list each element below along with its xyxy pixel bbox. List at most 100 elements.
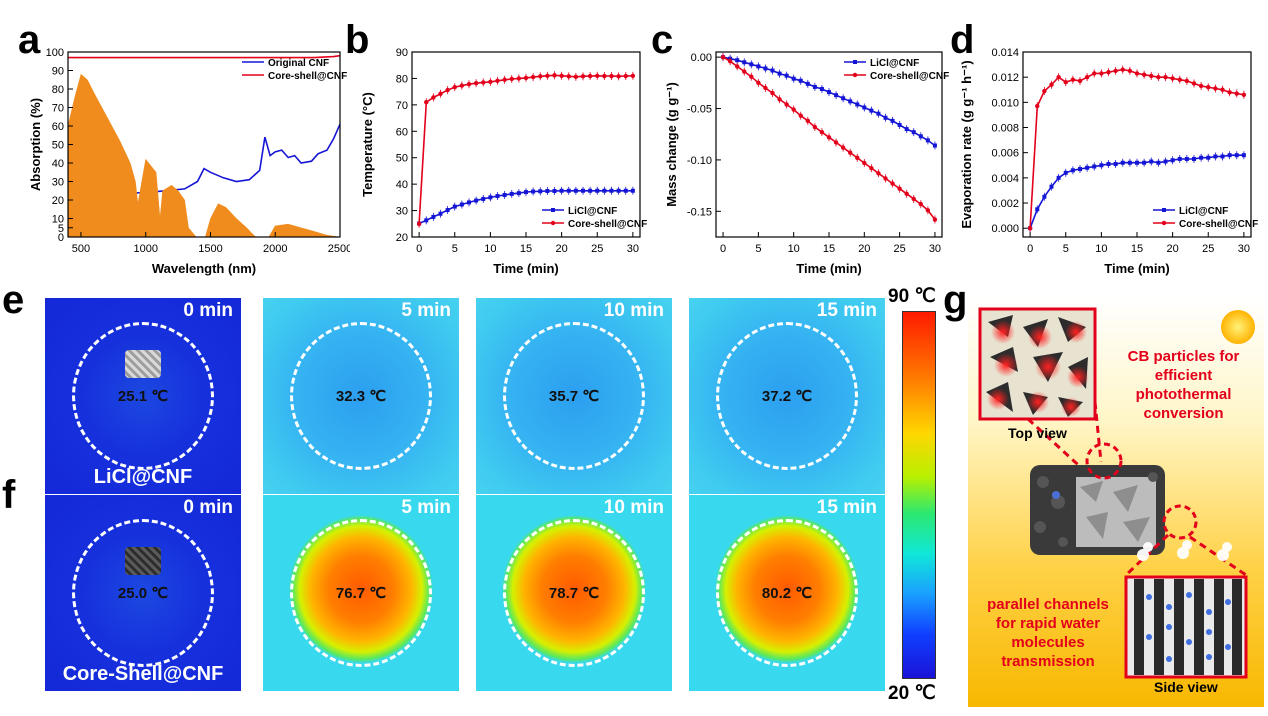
panel-letter-d: d bbox=[950, 18, 975, 62]
chart-d-ytick-label: 0.000 bbox=[991, 223, 1019, 235]
chart-b-point bbox=[459, 202, 464, 207]
time-label: 5 min bbox=[401, 300, 451, 321]
chart-d-ytick-label: 0.012 bbox=[991, 72, 1019, 84]
chart-c-point bbox=[742, 60, 747, 65]
chart-c-point bbox=[897, 186, 902, 191]
chart-a-ytick-label: 60 bbox=[52, 121, 64, 133]
chart-c-point bbox=[770, 90, 775, 96]
chart-b-point bbox=[502, 77, 507, 82]
chart-b-xtick-label: 25 bbox=[591, 243, 603, 255]
chart-c-ytick-label: -0.15 bbox=[687, 206, 712, 218]
chart-b-ylabel: Temperature (°C) bbox=[360, 92, 375, 197]
time-label: 10 min bbox=[603, 300, 664, 321]
measurement-circle bbox=[290, 322, 432, 470]
chart-d-xtick-label: 5 bbox=[1063, 243, 1069, 255]
chart-c-point bbox=[855, 155, 860, 161]
temperature-label: 32.3 ℃ bbox=[335, 388, 387, 405]
chart-b-point bbox=[438, 211, 443, 216]
chart-d-xlabel: Time (min) bbox=[1104, 261, 1170, 276]
chart-c-xtick-label: 10 bbox=[788, 243, 800, 255]
chart-d-xtick-label: 30 bbox=[1238, 243, 1250, 255]
chart-c-point bbox=[840, 145, 846, 150]
chart-d-point bbox=[1106, 162, 1111, 167]
time-label: 0 min bbox=[183, 300, 233, 321]
chart-b-point bbox=[587, 73, 593, 79]
chart-a-ytick-label: 70 bbox=[52, 103, 64, 115]
chart-b-point bbox=[538, 74, 543, 79]
chart-b-xtick-label: 5 bbox=[452, 243, 458, 255]
chart-d-point bbox=[1241, 92, 1247, 97]
chart-b-point bbox=[623, 188, 628, 193]
measurement-circle bbox=[716, 519, 858, 667]
chart-d-point bbox=[1084, 74, 1090, 80]
chart-b-point bbox=[516, 191, 521, 196]
chart-b-legend-marker bbox=[551, 208, 555, 212]
panel-letter-g: g bbox=[943, 278, 968, 322]
chart-d-point bbox=[1127, 68, 1133, 74]
chart-c-legend-marker bbox=[852, 72, 858, 78]
chart-d-point bbox=[1170, 158, 1175, 163]
chart-b-point bbox=[488, 79, 493, 85]
chart-d-point bbox=[1192, 156, 1196, 161]
chart-d-point bbox=[1149, 73, 1154, 79]
chart-b-point bbox=[595, 188, 600, 193]
chart-c-point bbox=[904, 127, 909, 132]
chart-b-point bbox=[559, 188, 564, 193]
measurement-circle bbox=[503, 519, 645, 667]
zoom-circle-top bbox=[1085, 442, 1123, 480]
chart-c-point bbox=[876, 111, 881, 116]
chart-b-point bbox=[481, 80, 486, 85]
chart-c-point bbox=[925, 138, 930, 143]
temperature-label: 25.0 ℃ bbox=[117, 585, 169, 602]
thermal-image-row-f-0: 0 min 25.0 ℃ Core-Shell@CNF bbox=[45, 495, 241, 691]
chart-d-legend-marker bbox=[1161, 220, 1167, 226]
chart-c-ytick-label: -0.05 bbox=[687, 104, 712, 116]
chart-b-ytick-label: 70 bbox=[396, 100, 408, 112]
chart-b-point bbox=[580, 74, 586, 79]
chart-b-point bbox=[630, 188, 635, 193]
chart-d-point bbox=[1127, 160, 1132, 165]
side-view-caption: Side view bbox=[1154, 679, 1218, 695]
panel-letter-f: f bbox=[2, 473, 16, 517]
chart-c-xtick-label: 15 bbox=[823, 243, 835, 255]
colorbar-max-label: 90 ℃ bbox=[888, 286, 936, 307]
chart-d-point bbox=[1070, 77, 1076, 82]
chart-b-point bbox=[509, 76, 514, 82]
panel-letter-a: a bbox=[18, 18, 41, 62]
chart-b-xtick-label: 20 bbox=[556, 243, 568, 255]
chart-c: 0 5 10 15 20 25 30 0.00 -0.05 -0.10 -0.15 Time (min… bbox=[664, 51, 949, 276]
chart-c-point bbox=[763, 66, 768, 71]
chart-b-ytick-label: 60 bbox=[396, 126, 408, 138]
chart-b-point bbox=[530, 74, 536, 80]
chart-b-point bbox=[616, 74, 621, 79]
chart-c-point bbox=[918, 134, 923, 139]
chart-b-ytick-label: 90 bbox=[396, 47, 408, 59]
chart-d-xtick-label: 10 bbox=[1095, 243, 1107, 255]
chart-d-point bbox=[1077, 78, 1083, 84]
chart-c-point bbox=[897, 122, 902, 127]
chart-c-point bbox=[720, 54, 726, 60]
time-label: 15 min bbox=[816, 300, 877, 321]
time-label: 5 min bbox=[401, 497, 451, 518]
chart-d-point bbox=[1070, 168, 1075, 173]
chart-b-point bbox=[467, 200, 471, 205]
chart-d-point bbox=[1227, 153, 1232, 158]
temperature-label: 80.2 ℃ bbox=[761, 585, 813, 602]
chart-d-ytick-label: 0.010 bbox=[991, 97, 1019, 109]
chart-d-point bbox=[1049, 184, 1054, 189]
chart-d-point bbox=[1027, 225, 1033, 231]
chart-d-point bbox=[1099, 163, 1104, 168]
temperature-label: 76.7 ℃ bbox=[335, 585, 387, 602]
panel-letter-b: b bbox=[345, 18, 370, 62]
chart-d-point bbox=[1042, 194, 1047, 199]
chart-d-point bbox=[1234, 153, 1239, 158]
chart-c-point bbox=[847, 150, 853, 155]
chart-b-point bbox=[581, 188, 585, 193]
top-view-image bbox=[978, 307, 1097, 421]
chart-b-point bbox=[495, 194, 500, 199]
schematic-panel-g: CB particles for efficient photothermal … bbox=[968, 297, 1264, 707]
chart-c-xtick-label: 20 bbox=[858, 243, 870, 255]
chart-c-point bbox=[904, 191, 909, 197]
chart-b-point bbox=[573, 74, 579, 80]
